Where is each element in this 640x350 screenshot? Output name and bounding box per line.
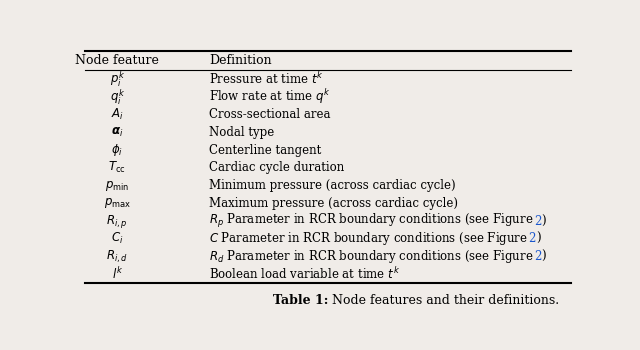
Text: $R_{i,p}$: $R_{i,p}$: [106, 212, 128, 230]
Text: Definition: Definition: [209, 54, 271, 67]
Text: Cross-sectional area: Cross-sectional area: [209, 108, 330, 121]
Text: 2: 2: [529, 232, 536, 245]
Text: Cardiac cycle duration: Cardiac cycle duration: [209, 161, 344, 174]
Text: Nodal type: Nodal type: [209, 126, 274, 139]
Text: Minimum pressure (across cardiac cycle): Minimum pressure (across cardiac cycle): [209, 179, 456, 192]
Text: 2: 2: [534, 215, 541, 228]
Text: Node features and their definitions.: Node features and their definitions.: [328, 294, 559, 307]
Text: Pressure at time $t^k$: Pressure at time $t^k$: [209, 71, 324, 87]
Text: $C$ Parameter in RCR boundary conditions (see Figure: $C$ Parameter in RCR boundary conditions…: [209, 230, 529, 247]
Text: Node feature: Node feature: [76, 54, 159, 67]
Text: $q_i^k$: $q_i^k$: [109, 87, 125, 107]
Text: Centerline tangent: Centerline tangent: [209, 144, 321, 157]
Text: $R_p$ Parameter in RCR boundary conditions (see Figure: $R_p$ Parameter in RCR boundary conditio…: [209, 212, 534, 230]
Text: Table 1:: Table 1:: [273, 294, 328, 307]
Text: $C_i$: $C_i$: [111, 231, 124, 246]
Text: $p_\mathrm{min}$: $p_\mathrm{min}$: [105, 178, 129, 192]
Text: $p_\mathrm{max}$: $p_\mathrm{max}$: [104, 196, 131, 210]
Text: $l^k$: $l^k$: [111, 266, 123, 282]
Text: $T_\mathrm{cc}$: $T_\mathrm{cc}$: [108, 160, 126, 175]
Text: $R_d$ Parameter in RCR boundary conditions (see Figure: $R_d$ Parameter in RCR boundary conditio…: [209, 248, 534, 265]
Text: $R_{i,d}$: $R_{i,d}$: [106, 248, 128, 265]
Text: ): ): [541, 250, 546, 263]
Text: ): ): [536, 232, 541, 245]
Text: $\boldsymbol{\alpha}_i$: $\boldsymbol{\alpha}_i$: [111, 126, 124, 139]
Text: $A_i$: $A_i$: [111, 107, 124, 122]
Text: $\phi_i$: $\phi_i$: [111, 142, 124, 158]
Text: 2: 2: [534, 250, 541, 263]
Text: Boolean load variable at time $t^k$: Boolean load variable at time $t^k$: [209, 266, 400, 282]
Text: $p_i^k$: $p_i^k$: [109, 69, 125, 89]
Text: Maximum pressure (across cardiac cycle): Maximum pressure (across cardiac cycle): [209, 197, 458, 210]
Text: Flow rate at time $q^k$: Flow rate at time $q^k$: [209, 88, 331, 106]
Text: ): ): [541, 215, 546, 228]
